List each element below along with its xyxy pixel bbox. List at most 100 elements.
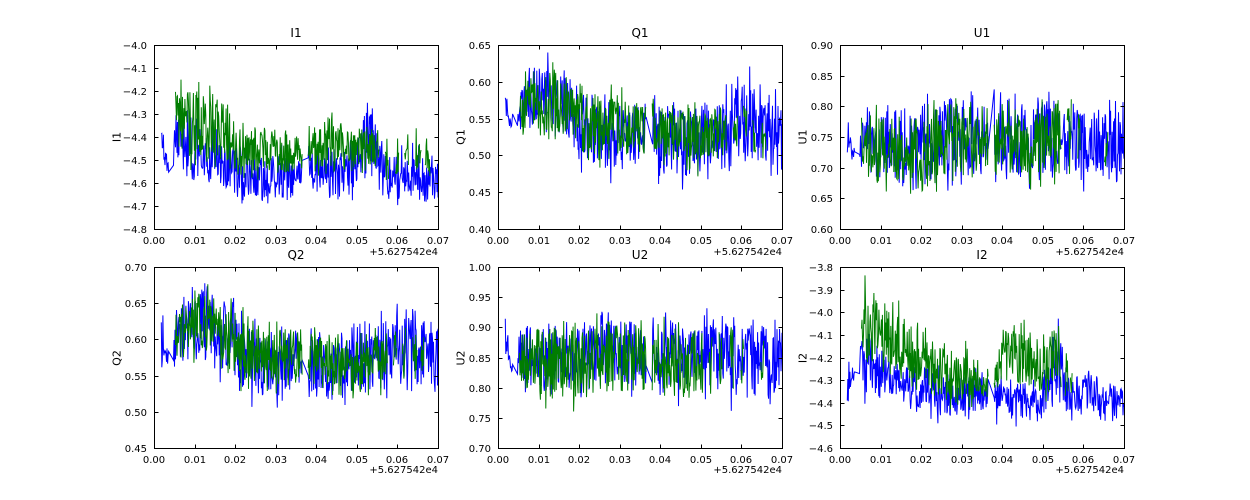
x-tick-label: 0.00 [143,236,165,247]
y-tick-label: 0.50 [469,151,491,162]
x-tick-label: 0.07 [427,236,449,247]
x-tick-label: 0.05 [690,236,712,247]
y-tick-label: −4.8 [123,225,147,236]
series-green-line [1077,114,1081,159]
y-tick-label: −4.2 [123,87,147,98]
y-tick-label: 0.90 [469,323,491,334]
x-tick-label: 0.01 [184,236,206,247]
x-tick-label: 0.04 [305,455,327,466]
y-tick-label: 0.45 [469,188,491,199]
y-tick-label: −4.2 [809,354,833,365]
x-offset-label: +5.627542e4 [369,465,438,476]
x-tick-label: 0.02 [224,455,246,466]
plot-title-u2: U2 [631,248,649,262]
x-tick-label: 0.06 [730,236,752,247]
x-offset-label: +5.627542e4 [369,247,438,258]
y-tick-label: 0.90 [811,41,833,52]
subplot-i1: 0.00 0.01 0.02 0.03 0.04 0.05 0.06 0.07 −4.8 −4.7… [123,41,449,247]
x-tick-label: 0.00 [143,455,165,466]
x-offset-label: +5.627542e4 [1055,247,1124,258]
series-green-line [718,332,723,385]
y-tick-label: 0.45 [125,444,147,455]
axes-frame [498,45,783,230]
x-tick-label: 0.07 [771,455,793,466]
y-tick-label: −4.5 [123,156,147,167]
x-tick-label: 0.02 [224,236,246,247]
x-tick-label: 0.00 [829,236,851,247]
plot-title-q2: Q2 [287,248,305,262]
y-tick-label: 0.70 [469,444,491,455]
series-group [160,79,438,206]
x-tick-label: 0.00 [829,455,851,466]
series-green-line [651,316,704,398]
series-group [504,308,782,412]
y-tick-label: 1.00 [469,263,491,274]
x-tick-label: 0.06 [1072,236,1094,247]
series-green-line [401,327,406,379]
subplot-q2: 0.00 0.01 0.02 0.03 0.04 0.05 0.06 0.07 0.45 0.50… [125,263,449,466]
x-tick-label: 0.01 [870,455,892,466]
x-tick-label: 0.04 [305,236,327,247]
y-axis-label-u1: U1 [796,129,810,145]
x-tick-label: 0.05 [1032,236,1054,247]
plot-title-i2: I2 [976,248,988,262]
y-tick-label: 0.60 [469,78,491,89]
x-tick-label: 0.05 [1032,455,1054,466]
series-group [846,275,1124,427]
series-green-line [732,115,738,147]
y-tick-label: −4.1 [809,331,833,342]
y-tick-label: 0.80 [469,384,491,395]
subplot-q1: 0.00 0.01 0.02 0.03 0.04 0.05 0.06 0.07 0.40 0.45… [469,41,793,247]
x-tick-label: 0.04 [649,236,671,247]
y-tick-label: −4.6 [123,179,147,190]
x-offset-label: +5.627542e4 [1055,465,1124,476]
y-tick-label: 0.50 [125,408,147,419]
series-green-line [415,128,422,170]
y-tick-label: −4.5 [809,421,833,432]
x-tick-label: 0.05 [346,455,368,466]
series-blue-line [160,102,438,206]
y-tick-label: 0.70 [125,263,147,274]
x-tick-label: 0.02 [568,236,590,247]
x-tick-label: 0.01 [870,236,892,247]
x-tick-label: 0.00 [487,455,509,466]
series-green-line [394,138,400,174]
x-tick-label: 0.07 [427,455,449,466]
x-tick-label: 0.02 [910,455,932,466]
x-tick-label: 0.03 [951,236,973,247]
subplot-u2: 0.00 0.01 0.02 0.03 0.04 0.05 0.06 0.07 0.70 0.75… [469,263,793,466]
y-tick-label: 0.40 [469,225,491,236]
y-tick-label: 0.65 [125,299,147,310]
subplot-u1: 0.00 0.01 0.02 0.03 0.04 0.05 0.06 0.07 0.60 0.65… [811,41,1135,247]
series-green-line [993,319,1062,402]
series-green-line [519,62,647,168]
series-group [504,52,782,190]
plot-title-i1: I1 [290,26,302,40]
series-green-line [307,327,388,399]
series-green-line [740,339,744,384]
x-tick-label: 0.06 [730,455,752,466]
series-green-line [1104,132,1109,167]
y-tick-label: 0.85 [469,354,491,365]
y-tick-label: 0.85 [811,72,833,83]
x-tick-label: 0.00 [487,236,509,247]
y-tick-label: −3.8 [809,263,833,274]
y-tick-label: −4.1 [123,64,147,75]
y-axis-label-q2: Q2 [110,350,124,366]
y-tick-label: 0.60 [811,225,833,236]
series-green-line [420,337,425,371]
x-tick-label: 0.04 [991,455,1013,466]
x-tick-label: 0.04 [649,455,671,466]
series-green-line [424,138,431,177]
series-green-line [861,275,989,410]
y-tick-label: 0.75 [811,133,833,144]
series-green-line [412,334,418,379]
x-offset-label: +5.627542e4 [713,247,782,258]
y-tick-label: 0.65 [811,194,833,205]
series-green-line [861,98,989,194]
y-tick-label: −4.0 [809,308,833,319]
x-tick-label: 0.06 [386,455,408,466]
plot-title-q1: Q1 [631,26,649,40]
